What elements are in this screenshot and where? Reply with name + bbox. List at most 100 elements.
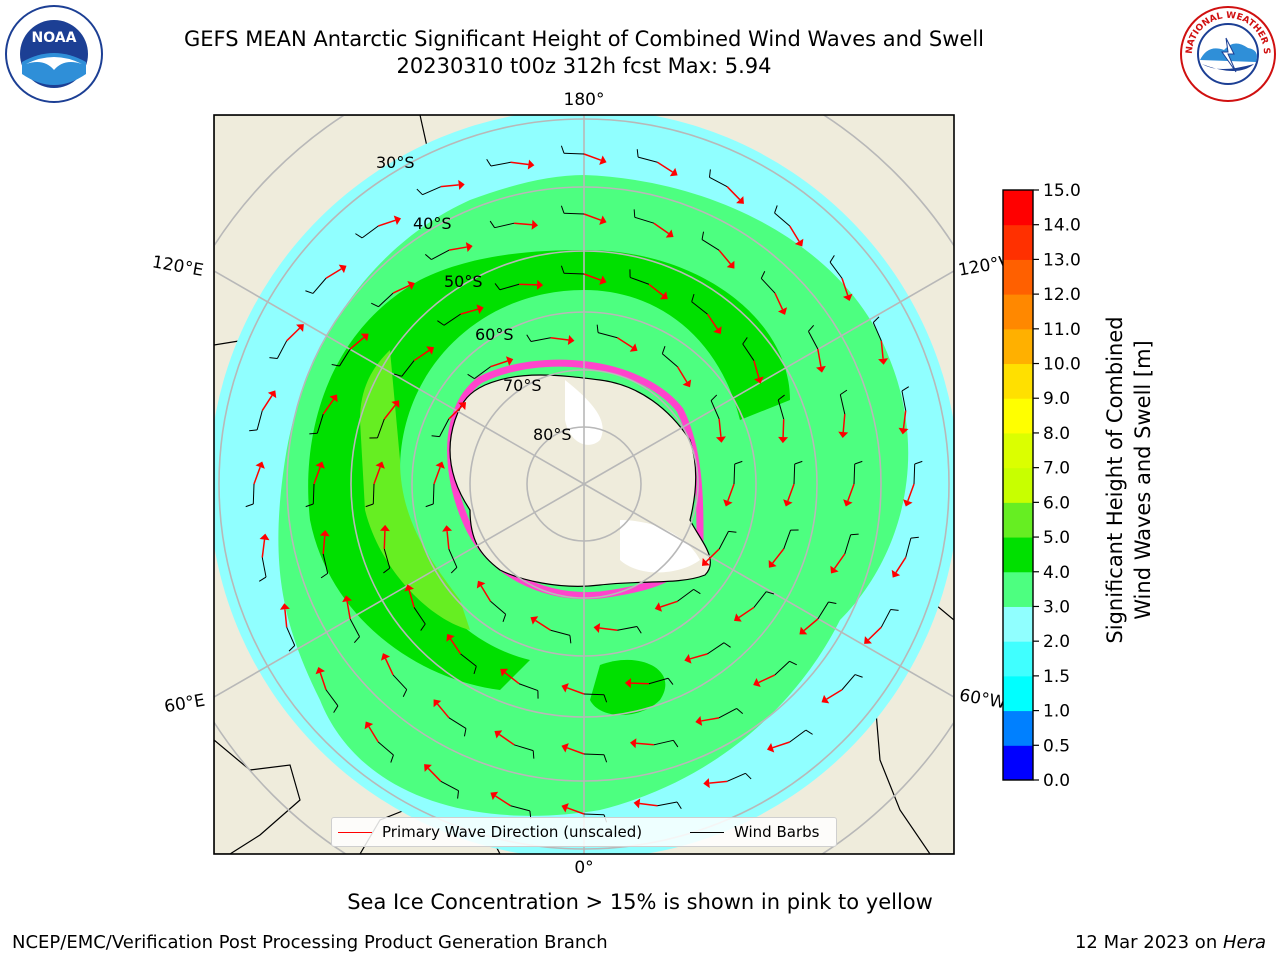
wind-barb (841, 674, 856, 691)
wave-arrow-head (624, 678, 632, 689)
wind-barb-flag (320, 572, 328, 579)
wave-arrow-head (379, 524, 390, 532)
wind-barb-flag (676, 801, 682, 810)
wave-arrow-head (329, 394, 338, 403)
colorbar-tick-label: 1.5 (1043, 667, 1070, 687)
wave-arrow-head (364, 721, 374, 730)
wind-barb-flag (840, 389, 848, 396)
wave-arrow-shaft (448, 246, 467, 251)
wave-arrow-shaft (413, 349, 430, 362)
wave-arrow-shaft (583, 213, 602, 221)
wind-barb (286, 626, 296, 646)
ocean-high-waves-patch (590, 659, 666, 715)
wave-arrow-shaft (772, 548, 785, 564)
wind-barb (629, 276, 650, 285)
wind-barb (563, 152, 585, 155)
wind-barb (707, 642, 725, 655)
colorbar-tick-label: 10.0 (1043, 355, 1081, 375)
wave-arrow-shaft (689, 653, 708, 660)
wave-arrow-head (458, 179, 465, 190)
wave-arrow-head (342, 595, 352, 603)
colorbar-segment (1003, 467, 1033, 503)
wave-arrow-shaft (841, 278, 849, 296)
wave-arrow-head (433, 699, 442, 708)
wave-arrow-head (319, 529, 330, 537)
wind-barb (701, 239, 720, 251)
wave-arrow-shaft (446, 531, 450, 550)
wave-arrow-head (599, 275, 607, 285)
wave-arrow-shaft (495, 795, 511, 807)
wave-arrow-head (435, 461, 445, 469)
colorbar-segment (1003, 537, 1033, 573)
wind-barb-flag (661, 345, 666, 354)
wind-barb (563, 272, 585, 275)
colorbar-tick-label: 1.0 (1043, 702, 1070, 722)
wave-arrow-head (561, 743, 569, 753)
wind-barb (634, 216, 655, 224)
wave-arrow-shaft (758, 674, 776, 684)
wind-barb-flag (365, 503, 374, 508)
wind-barb (510, 805, 531, 812)
wave-arrow-shaft (349, 336, 365, 350)
wind-barb (597, 332, 618, 339)
wind-barb-flag (745, 772, 752, 780)
wave-arrow-head (629, 343, 638, 352)
wind-barb (733, 463, 736, 485)
wave-arrow-head (404, 584, 414, 592)
wind-barb-flag (829, 255, 835, 263)
wind-barb-flag (437, 320, 445, 326)
wave-arrow-shaft (383, 404, 396, 420)
colorbar-tick-label: 5.0 (1043, 528, 1070, 548)
wind-barb-flag (805, 729, 813, 735)
wind-barb (383, 548, 391, 569)
wave-arrow-head (494, 730, 503, 739)
wind-barb (322, 553, 329, 574)
colorbar-tick-label: 12.0 (1043, 285, 1081, 305)
lon-label-60e: 60°E (163, 691, 207, 718)
wind-barb-flag (393, 373, 402, 377)
wave-arrow-head (830, 565, 839, 574)
wind-barb-flag (424, 253, 432, 260)
wind-barb (583, 753, 605, 756)
colorbar-tick-label: 9.0 (1043, 389, 1070, 409)
wind-barb-flag (425, 503, 434, 508)
wind-barb-flag (560, 205, 565, 214)
wave-arrow-head (407, 280, 415, 291)
wave-arrow-shaft (286, 327, 301, 342)
wind-barb (361, 225, 379, 239)
wind-barb (376, 418, 385, 439)
lon-label-180: 180° (564, 90, 605, 110)
wave-arrow-shaft (583, 153, 602, 161)
wind-barb (312, 277, 327, 294)
wind-barb-flag (494, 283, 501, 291)
map-legend: Primary Wave Direction (unscaled) Wind B… (331, 817, 837, 847)
wind-barb-flag (734, 460, 743, 465)
wave-arrow-head (465, 242, 473, 252)
wind-barb-flag (353, 636, 360, 644)
wave-arrow-head (783, 499, 793, 507)
wave-arrow-shaft (480, 585, 492, 602)
wind-barb-flag (269, 357, 278, 360)
wave-arrow-shaft (774, 292, 784, 310)
wave-arrow-head (799, 626, 808, 635)
wave-arrow-head (527, 159, 535, 170)
footer-date-text: 12 Mar 2023 on (1074, 932, 1223, 953)
colorbar-tick-label: 15.0 (1043, 181, 1081, 201)
wave-arrow-head (654, 602, 663, 612)
wave-arrow-head (898, 427, 909, 435)
wave-arrow-shaft (490, 360, 508, 368)
wave-arrow-head (267, 390, 277, 399)
wave-arrow-shaft (514, 222, 533, 226)
wave-arrow-shaft (718, 249, 732, 265)
wave-arrow-head (703, 778, 710, 789)
wind-barb (753, 591, 767, 608)
wind-barb-flag (383, 567, 391, 574)
wave-arrow-shaft (392, 284, 410, 294)
wind-barb (490, 161, 511, 167)
wave-arrow-shaft (322, 398, 335, 415)
colorbar-tick-label: 14.0 (1043, 216, 1081, 236)
wind-barb-flag (766, 591, 775, 595)
wind-barb-flag (691, 293, 695, 302)
wave-arrow-shaft (803, 618, 819, 632)
